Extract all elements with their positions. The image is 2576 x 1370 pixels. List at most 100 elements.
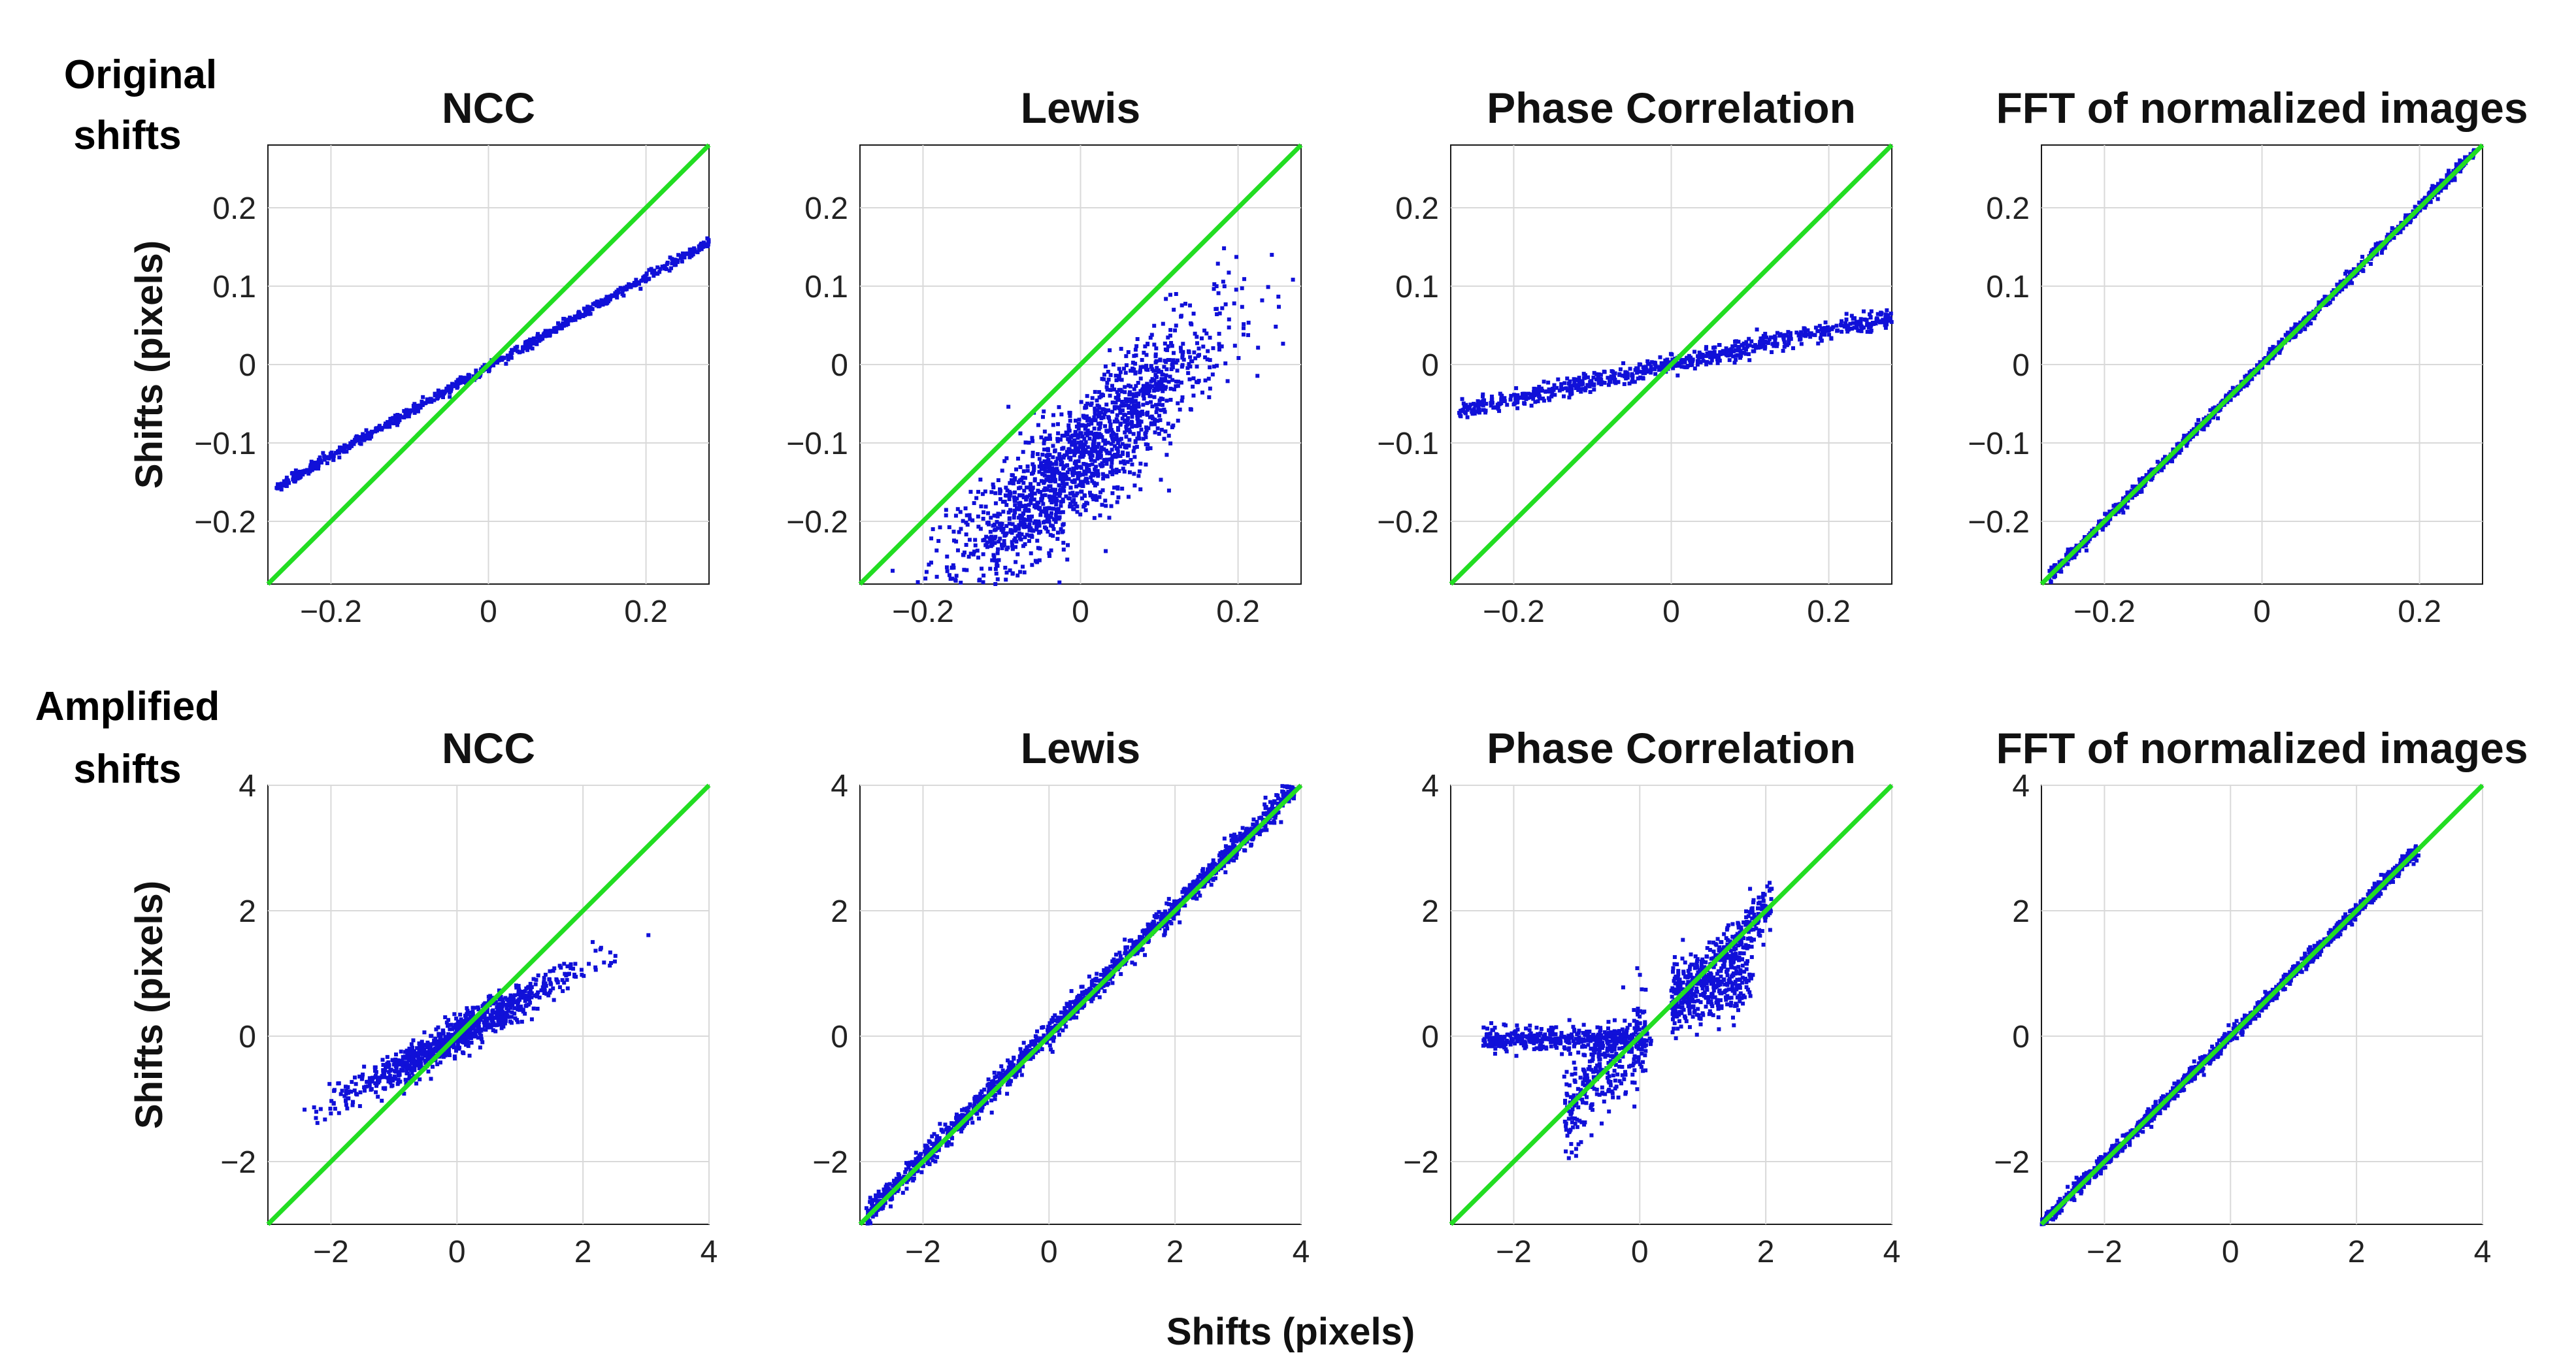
data-point: [1166, 335, 1170, 340]
data-point: [1522, 395, 1527, 399]
data-point: [1061, 540, 1066, 545]
data-point: [1044, 465, 1049, 469]
data-point: [1849, 314, 1854, 318]
data-point: [1751, 349, 1755, 353]
data-point: [1760, 338, 1764, 342]
data-point: [1500, 394, 1504, 399]
data-point: [459, 1017, 463, 1022]
data-point: [1072, 480, 1077, 484]
data-point: [1462, 405, 1467, 410]
data-point: [1100, 502, 1104, 507]
data-point: [970, 518, 975, 523]
data-point: [402, 409, 406, 414]
data-point: [1095, 456, 1100, 461]
data-point: [1736, 340, 1741, 344]
data-point: [1736, 345, 1740, 350]
data-point: [402, 1092, 406, 1096]
data-point: [982, 573, 986, 578]
data-point: [1020, 515, 1025, 519]
data-point: [1051, 467, 1056, 472]
data-point: [374, 426, 379, 431]
data-point: [1010, 540, 1014, 544]
data-point: [625, 284, 629, 289]
data-point: [1222, 246, 1227, 251]
data-point: [500, 1009, 504, 1014]
data-point: [1012, 508, 1017, 513]
data-point: [705, 242, 710, 247]
data-point: [461, 1051, 466, 1056]
data-point: [1093, 448, 1098, 452]
data-point: [1008, 568, 1012, 573]
data-point: [1493, 406, 1497, 410]
data-point: [493, 1029, 498, 1034]
data-point: [657, 270, 662, 274]
data-point: [1138, 370, 1142, 374]
data-point: [331, 458, 336, 463]
data-point: [446, 1046, 451, 1051]
data-point: [1099, 416, 1104, 421]
data-point: [1566, 382, 1571, 386]
data-point: [1806, 328, 1810, 333]
data-point: [1539, 386, 1544, 391]
data-point: [1093, 472, 1098, 476]
data-point: [1157, 380, 1161, 384]
data-point: [1809, 331, 1813, 336]
data-point: [1221, 280, 1225, 284]
data-point: [593, 301, 597, 306]
data-point: [1585, 383, 1590, 387]
data-point: [2463, 155, 2468, 159]
data-point: [1108, 425, 1113, 430]
data-point: [705, 236, 710, 240]
data-point: [1577, 376, 1581, 380]
data-point: [1061, 481, 1065, 486]
data-point: [1098, 433, 1103, 438]
data-point: [2350, 281, 2354, 285]
data-point: [1039, 497, 1044, 501]
data-point: [954, 574, 959, 578]
data-point: [627, 282, 631, 287]
data-point: [1159, 478, 1163, 482]
data-point: [2436, 190, 2441, 195]
data-point: [1146, 410, 1150, 415]
scatter-series: [274, 236, 711, 492]
data-point: [1188, 303, 1193, 308]
data-point: [479, 1037, 484, 1041]
data-point: [412, 410, 417, 415]
data-point: [535, 342, 539, 346]
data-point: [1203, 378, 1208, 383]
data-point: [1079, 442, 1083, 447]
data-point: [1133, 406, 1138, 411]
data-point: [345, 444, 350, 448]
data-point: [2216, 416, 2221, 421]
data-point: [1006, 404, 1011, 409]
data-point: [2277, 351, 2282, 355]
data-point: [1653, 367, 1657, 372]
data-point: [586, 312, 591, 316]
data-point: [1180, 395, 1185, 400]
data-point: [1097, 406, 1102, 410]
data-point: [1133, 371, 1138, 376]
data-point: [1794, 331, 1799, 335]
data-point: [1625, 376, 1630, 380]
data-point: [503, 996, 508, 1000]
data-point: [362, 1085, 367, 1090]
data-point: [1227, 317, 1231, 321]
data-point: [1744, 340, 1749, 344]
data-point: [314, 461, 318, 465]
data-point: [976, 555, 981, 560]
data-point: [2348, 278, 2353, 282]
data-point: [1082, 453, 1086, 457]
data-point: [418, 1045, 422, 1049]
data-point: [1725, 353, 1730, 358]
data-point: [1883, 325, 1888, 330]
data-point: [2096, 519, 2101, 524]
data-point: [2052, 575, 2056, 579]
data-point: [2224, 393, 2228, 398]
data-point: [1066, 423, 1071, 428]
data-point: [1073, 418, 1078, 423]
data-point: [1078, 465, 1082, 469]
data-point: [1083, 508, 1088, 512]
data-point: [1000, 468, 1004, 473]
data-point: [378, 1075, 382, 1080]
